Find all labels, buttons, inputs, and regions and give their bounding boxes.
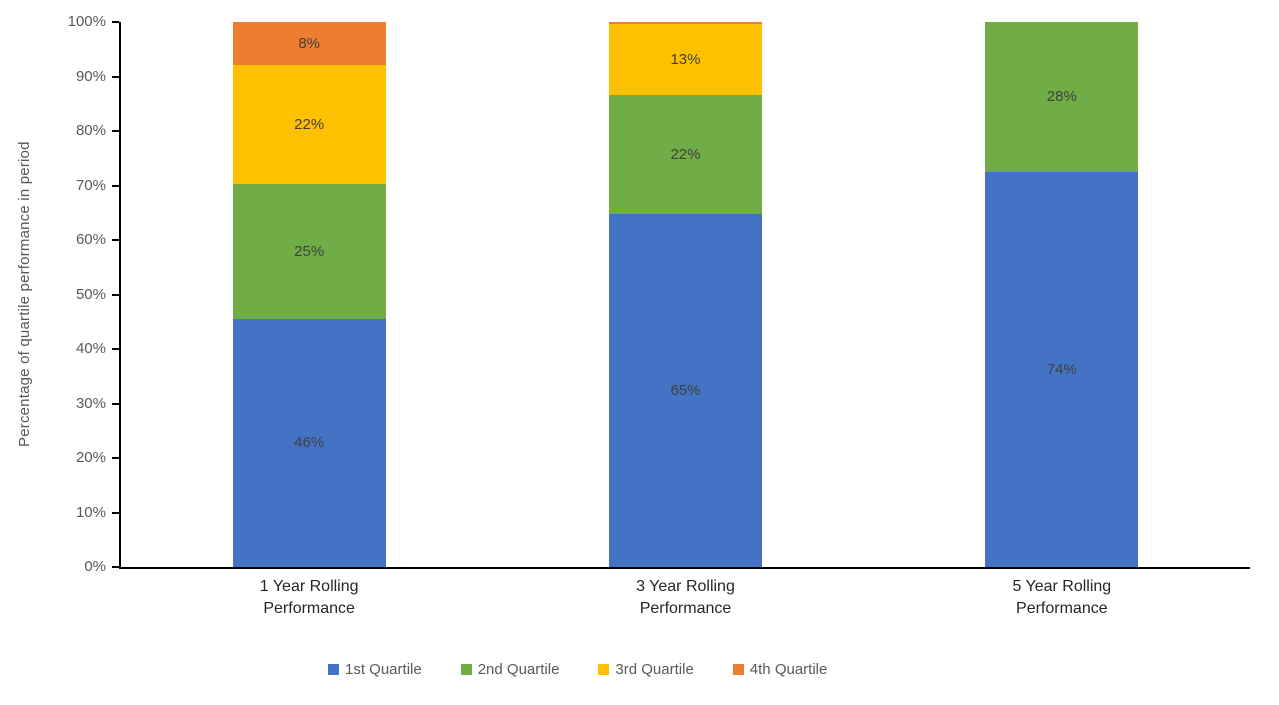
y-tick-label-90pct: 90% (75, 67, 106, 85)
data-label: 22% (670, 145, 701, 163)
bar-segment-1st-quartile: 65% (608, 214, 762, 567)
legend-item-1st-quartile: 1st Quartile (328, 661, 422, 678)
y-tick-mark (112, 457, 119, 459)
bar-segment-1st-quartile: 74% (985, 171, 1139, 567)
bar-segment-4th-quartile: 8% (232, 22, 386, 66)
data-label: 46% (294, 434, 325, 452)
y-axis: 0% 10% 20% 30% 40% 50% 60% 70% 80% 90% 100% (0, 0, 120, 705)
y-tick-mark (112, 293, 119, 296)
bar-segment-2nd-quartile: 22% (608, 94, 762, 215)
legend-item-2nd-quartile: 2nd Quartile (460, 661, 560, 678)
y-tick-mark (112, 402, 119, 405)
y-axis-line (119, 22, 121, 569)
y-tick-mark (112, 130, 119, 132)
legend-swatch-icon (460, 664, 472, 675)
y-tick-mark (112, 239, 119, 241)
bar-segment-3rd-quartile: 22% (232, 65, 386, 184)
legend: 1st Quartile 2nd Quartile 3rd Quartile 4th … (328, 661, 827, 678)
data-label: 13% (670, 50, 701, 68)
bar-segment-1st-quartile: 46% (232, 318, 386, 567)
legend-swatch-icon (328, 664, 339, 675)
y-tick-mark (112, 184, 119, 187)
stacked-bar-2: 13% 22% 65% (608, 22, 762, 567)
stacked-bar-3: 28% 74% (985, 22, 1139, 567)
x-axis-labels: 1 Year Rolling Performance 3 Year Rolling P… (121, 576, 1250, 621)
y-tick-label-10pct: 10% (75, 503, 106, 521)
bar-segment-3rd-quartile: 13% (608, 24, 762, 95)
y-tick-label-70pct: 70% (75, 176, 106, 194)
plot-area: 8% 22% 25% 46% 13% 22% 65% 28% 74% (121, 22, 1250, 567)
y-tick-label-100pct: 100% (67, 13, 106, 30)
y-tick-mark (112, 566, 119, 568)
stacked-bar-1: 8% 22% 25% 46% (232, 22, 386, 567)
y-tick-label-60pct: 60% (75, 231, 106, 248)
y-tick-label-30pct: 30% (75, 394, 106, 412)
y-tick-mark (112, 511, 119, 514)
y-tick-label-80pct: 80% (75, 122, 106, 139)
legend-label: 1st Quartile (345, 661, 422, 678)
y-tick-mark (112, 75, 119, 78)
bar-segment-2nd-quartile: 28% (985, 22, 1139, 172)
x-axis-label-1: 1 Year Rolling Performance (259, 578, 359, 618)
legend-swatch-icon (598, 664, 610, 675)
legend-label: 2nd Quartile (477, 661, 560, 678)
legend-item-4th-quartile: 4th Quartile (732, 661, 828, 678)
data-label: 8% (298, 35, 320, 53)
bar-segment-4th-quartile (608, 22, 762, 25)
y-tick-mark (112, 348, 119, 350)
y-tick-label-40pct: 40% (75, 340, 106, 357)
data-label: 25% (294, 242, 325, 260)
y-tick-mark (112, 21, 119, 23)
data-label: 65% (670, 382, 701, 400)
legend-label: 3rd Quartile (615, 661, 694, 678)
x-axis-label-3: 5 Year Rolling Performance (1012, 578, 1112, 618)
data-label: 22% (294, 116, 325, 134)
y-tick-label-0pct: 0% (84, 558, 106, 575)
legend-item-3rd-quartile: 3rd Quartile (598, 661, 694, 678)
data-label: 74% (1046, 360, 1077, 378)
legend-label: 4th Quartile (749, 661, 828, 678)
x-axis-label-2: 3 Year Rolling Performance (636, 578, 735, 618)
category-1: 8% 22% 25% 46% (121, 22, 497, 567)
y-tick-label-20pct: 20% (75, 449, 106, 466)
legend-swatch-icon (732, 664, 744, 675)
x-axis-line (119, 567, 1250, 569)
category-2: 13% 22% 65% (497, 22, 873, 567)
y-tick-label-50pct: 50% (75, 285, 106, 303)
data-label: 28% (1046, 88, 1077, 106)
bar-segment-2nd-quartile: 25% (232, 183, 386, 319)
category-3: 28% 74% (874, 22, 1250, 567)
